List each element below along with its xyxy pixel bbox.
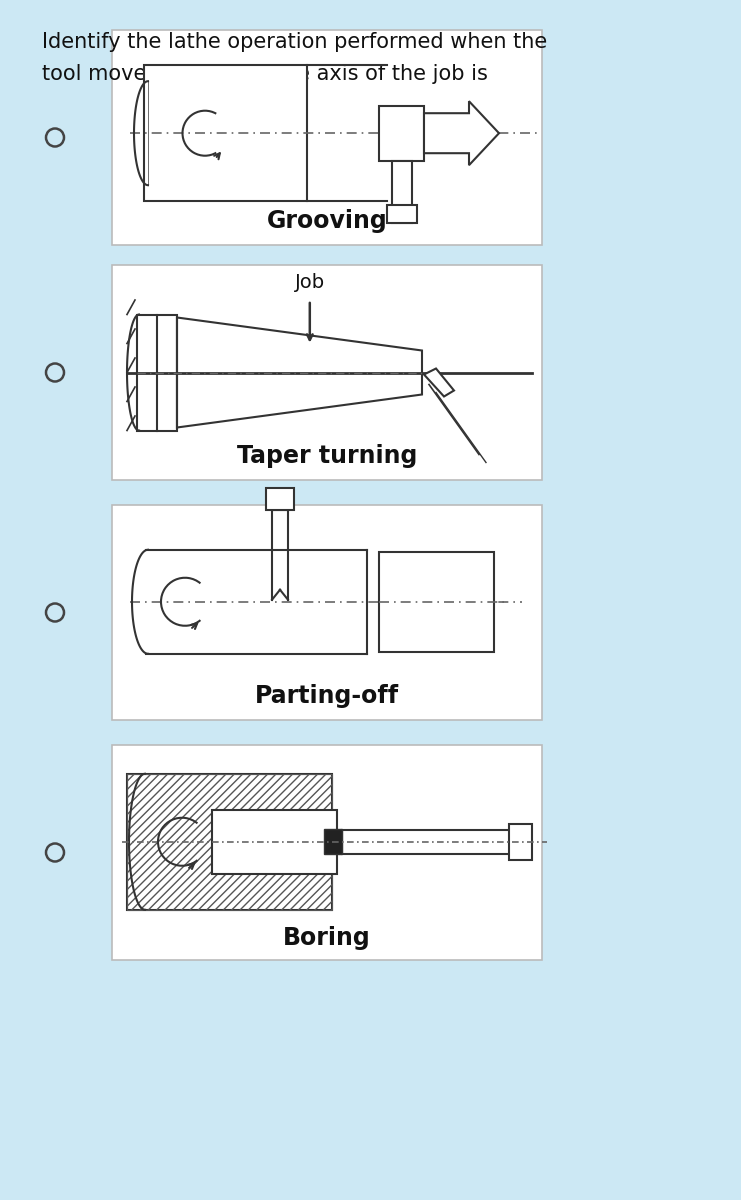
Polygon shape bbox=[424, 368, 454, 396]
Bar bbox=[379, 552, 494, 652]
Bar bbox=[112, 265, 542, 480]
Bar bbox=[387, 205, 416, 223]
Bar bbox=[212, 810, 337, 874]
Text: Boring: Boring bbox=[283, 926, 371, 950]
Text: Grooving: Grooving bbox=[267, 209, 388, 233]
Bar bbox=[112, 505, 542, 720]
Bar bbox=[266, 487, 294, 510]
Polygon shape bbox=[177, 318, 422, 427]
Text: Parting-off: Parting-off bbox=[255, 684, 399, 708]
Bar bbox=[509, 823, 532, 859]
Bar bbox=[342, 829, 527, 853]
Bar bbox=[137, 314, 177, 431]
Polygon shape bbox=[424, 101, 499, 166]
Bar bbox=[379, 106, 424, 161]
Bar bbox=[144, 65, 307, 202]
Text: Job: Job bbox=[295, 272, 325, 292]
Bar bbox=[127, 774, 332, 910]
Bar bbox=[324, 829, 342, 854]
Bar bbox=[112, 30, 542, 245]
Bar bbox=[112, 745, 542, 960]
Text: Taper turning: Taper turning bbox=[237, 444, 417, 468]
Bar bbox=[127, 774, 332, 910]
Bar bbox=[391, 161, 411, 223]
Text: Identify the lathe operation performed when the
tool moves parallel to the axis : Identify the lathe operation performed w… bbox=[42, 32, 548, 84]
